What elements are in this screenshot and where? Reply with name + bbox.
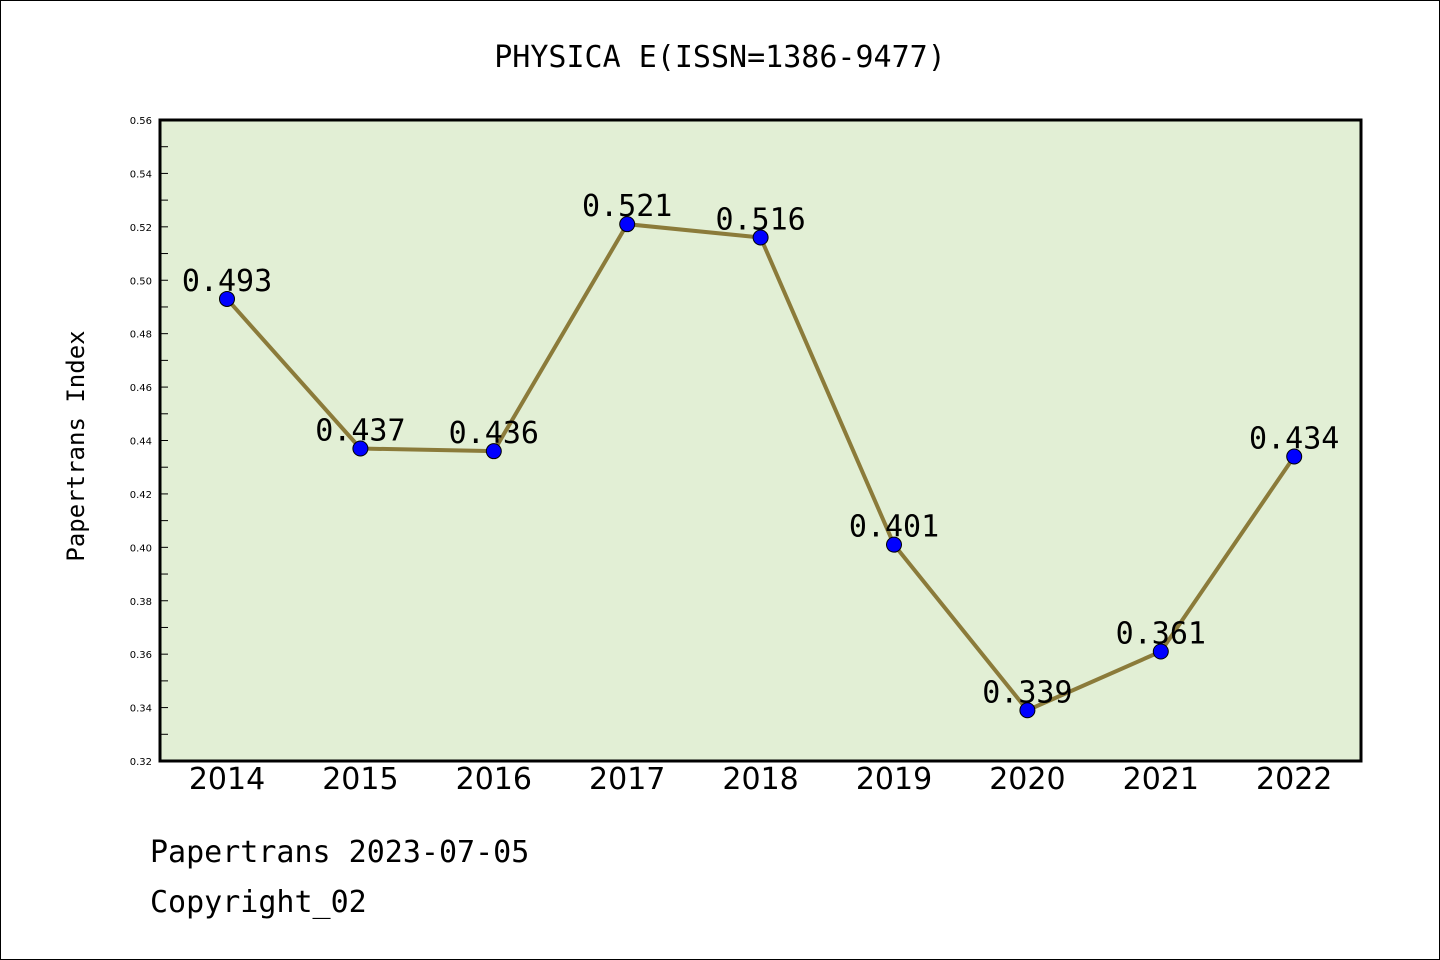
chart-title: PHYSICA E(ISSN=1386-9477) (494, 40, 946, 75)
data-label-2020: 0.339 (982, 675, 1072, 710)
data-label-2019: 0.401 (849, 510, 939, 545)
y-axis-label: Papertrans Index (62, 330, 90, 561)
data-point-2022 (1286, 448, 1303, 465)
data-label-2017: 0.521 (582, 189, 672, 224)
data-label-2021: 0.361 (1116, 616, 1206, 651)
y-tick-label: 0.48 (130, 330, 152, 341)
x-tick-label: 2018 (722, 762, 798, 797)
data-point-2021 (1152, 643, 1169, 660)
data-label-2016: 0.436 (449, 416, 539, 451)
data-point-2019 (886, 536, 902, 553)
series-layer (219, 216, 1303, 719)
data-label-2014: 0.493 (182, 264, 272, 299)
x-axis-ticks: 2014 2015 2016 2017 2018 2019 2020 2021 2022 (189, 762, 1333, 797)
y-tick-label: 0.50 (130, 276, 152, 287)
y-tick-label: 0.32 (130, 757, 152, 768)
data-point-2018 (752, 229, 769, 246)
x-tick-label: 2021 (1123, 762, 1199, 797)
x-tick-label: 2014 (189, 762, 265, 797)
y-tick-label: 0.54 (130, 169, 152, 180)
data-label-2022: 0.434 (1249, 422, 1339, 457)
y-tick-label: 0.36 (130, 650, 152, 661)
y-tick-label: 0.34 (130, 704, 152, 715)
y-tick-label: 0.56 (130, 116, 152, 127)
data-point-2017 (619, 216, 636, 233)
y-axis-ticks: 0.32 0.34 0.36 0.38 0.40 0.42 0.44 0.46 0.48 0.50… (130, 116, 168, 768)
data-point-2020 (1019, 702, 1036, 719)
data-label-2015: 0.437 (315, 414, 405, 449)
data-point-2015 (352, 440, 369, 457)
footer-date: Papertrans 2023-07-05 (150, 835, 530, 870)
y-tick-label: 0.52 (130, 223, 152, 234)
data-point-2016 (485, 443, 502, 460)
x-tick-label: 2020 (989, 762, 1065, 797)
data-point-2014 (219, 290, 235, 307)
y-tick-label: 0.40 (130, 543, 152, 554)
y-tick-label: 0.44 (130, 437, 152, 448)
x-tick-label: 2016 (456, 762, 532, 797)
y-tick-label: 0.38 (130, 597, 152, 608)
x-tick-label: 2022 (1256, 762, 1332, 797)
y-tick-label: 0.46 (130, 383, 152, 394)
footer-copyright: Copyright_02 (150, 885, 367, 920)
data-label-2018: 0.516 (715, 203, 805, 238)
x-tick-label: 2019 (856, 762, 932, 797)
x-tick-label: 2017 (589, 762, 665, 797)
y-tick-label: 0.42 (130, 490, 152, 501)
x-tick-label: 2015 (322, 762, 398, 797)
data-labels: 0.493 0.437 0.436 0.521 0.516 0.401 0.339 0.361… (182, 189, 1340, 710)
